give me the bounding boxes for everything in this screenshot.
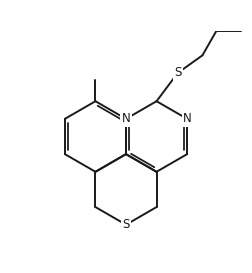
Text: S: S <box>122 218 130 231</box>
Text: N: N <box>183 112 192 125</box>
Text: N: N <box>122 112 130 125</box>
Text: S: S <box>174 67 181 79</box>
